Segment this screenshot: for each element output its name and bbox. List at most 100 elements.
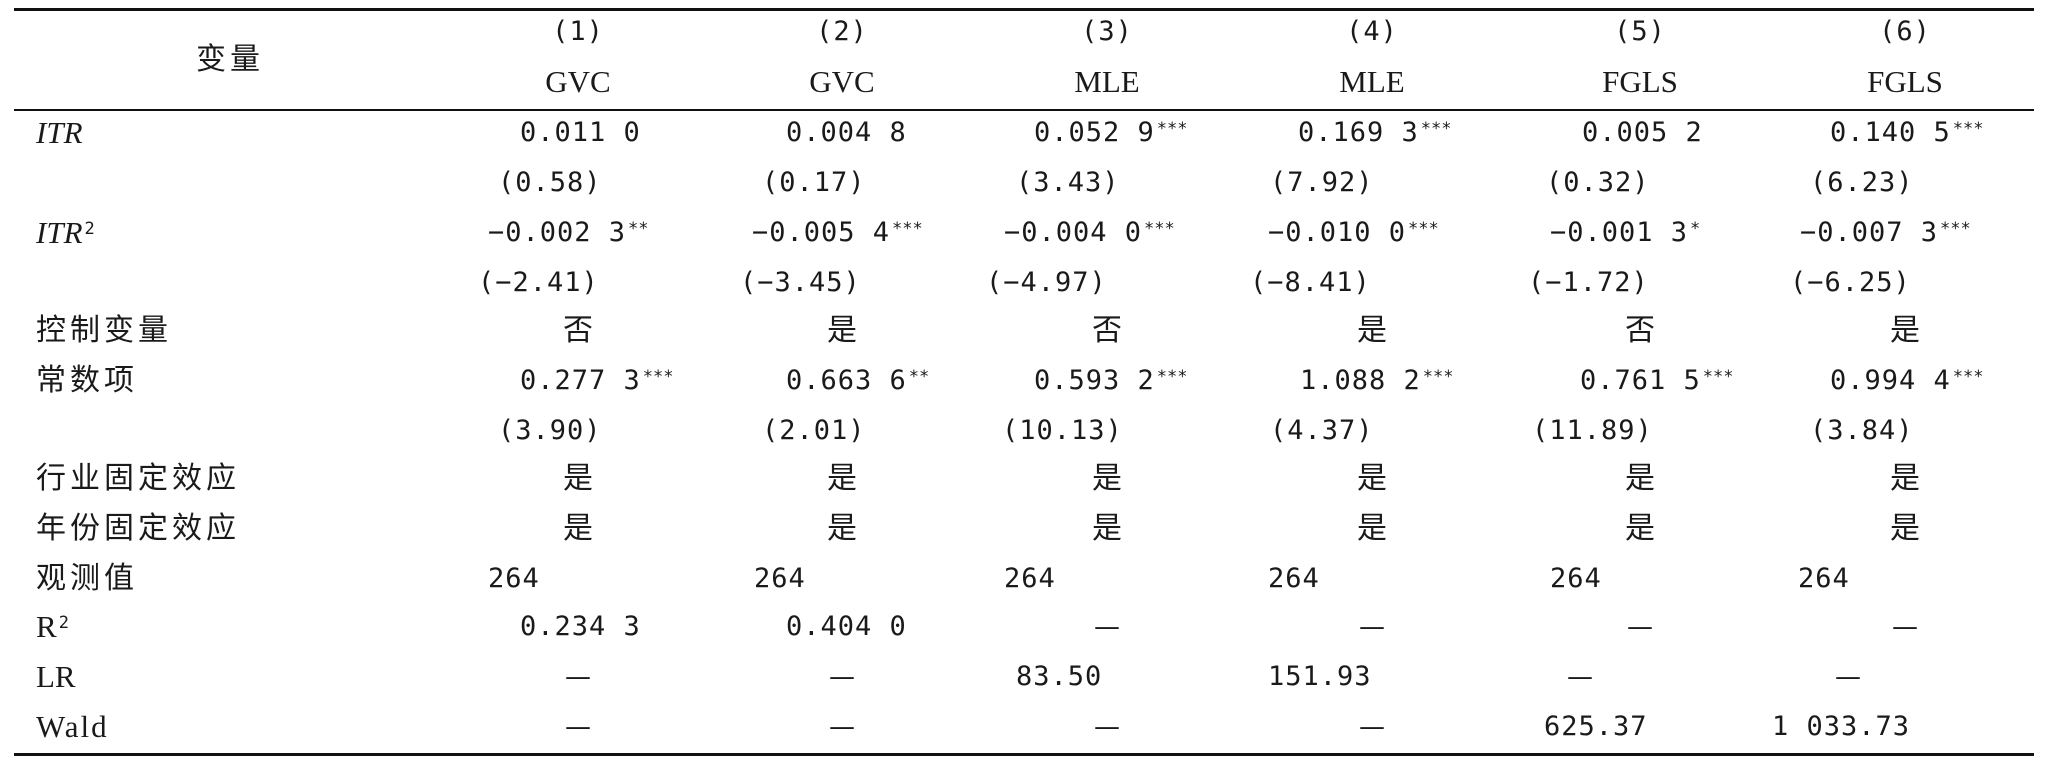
r2-3: — bbox=[1094, 612, 1120, 642]
r2-5: — bbox=[1627, 612, 1653, 642]
wald-6: 1 033.73 bbox=[1772, 711, 1911, 742]
constant-coef-4: 1.088 2 *** bbox=[1300, 365, 1454, 396]
constant-t-6: (3.84) bbox=[1810, 415, 1914, 446]
itr-t-4: (7.92) bbox=[1270, 167, 1374, 198]
obs-5: 264 bbox=[1550, 563, 1602, 594]
lr-2: — bbox=[829, 662, 855, 692]
obs-1: 264 bbox=[488, 563, 540, 594]
r2-4: — bbox=[1359, 612, 1385, 642]
constant-t-3: (10.13) bbox=[1002, 415, 1123, 446]
constant-coef-3: 0.593 2 *** bbox=[1034, 365, 1188, 396]
itr-coef-4: 0.169 3 *** bbox=[1298, 117, 1452, 148]
year-fe-3: 是 bbox=[1092, 511, 1122, 546]
itr2-t-4: (−8.41) bbox=[1250, 267, 1371, 298]
itr-t-2: (0.17) bbox=[762, 167, 866, 198]
col-1-method: GVC bbox=[545, 64, 611, 99]
itr2-t-1: (−2.41) bbox=[478, 267, 599, 298]
col-3-method: MLE bbox=[1074, 64, 1140, 99]
col-5-number: (5) bbox=[1614, 16, 1666, 47]
row-label-year-fe: 年份固定效应 bbox=[36, 511, 240, 546]
lr-1: — bbox=[565, 662, 591, 692]
row-label-wald: Wald bbox=[36, 709, 109, 744]
itr-coef-6: 0.140 5 *** bbox=[1830, 117, 1984, 148]
r2-2: 0.404 0 bbox=[786, 611, 907, 642]
controls-5: 否 bbox=[1625, 313, 1655, 348]
variable-header: 变量 bbox=[196, 42, 264, 77]
year-fe-5: 是 bbox=[1625, 511, 1655, 546]
top-rule bbox=[14, 8, 2034, 11]
col-2-number: (2) bbox=[816, 16, 868, 47]
lr-3: 83.50 bbox=[1016, 661, 1103, 692]
col-4-number: (4) bbox=[1346, 16, 1398, 47]
row-label-lr: LR bbox=[36, 659, 76, 694]
col-6-method: FGLS bbox=[1867, 64, 1943, 99]
header-rule bbox=[14, 109, 2034, 111]
itr2-coef-4: −0.010 0 *** bbox=[1268, 217, 1439, 248]
itr-t-3: (3.43) bbox=[1016, 167, 1120, 198]
itr2-t-2: (−3.45) bbox=[740, 267, 861, 298]
industry-fe-5: 是 bbox=[1625, 461, 1655, 496]
itr-coef-2: 0.004 8 bbox=[786, 117, 907, 148]
wald-1: — bbox=[565, 712, 591, 742]
constant-coef-2: 0.663 6 ** bbox=[786, 365, 930, 396]
constant-t-4: (4.37) bbox=[1270, 415, 1374, 446]
lr-5: — bbox=[1567, 662, 1593, 692]
year-fe-2: 是 bbox=[827, 511, 857, 546]
col-2-method: GVC bbox=[809, 64, 875, 99]
itr-t-1: (0.58) bbox=[498, 167, 602, 198]
wald-3: — bbox=[1094, 712, 1120, 742]
r2-1: 0.234 3 bbox=[520, 611, 641, 642]
obs-2: 264 bbox=[754, 563, 806, 594]
itr2-coef-6: −0.007 3 *** bbox=[1800, 217, 1971, 248]
year-fe-6: 是 bbox=[1890, 511, 1920, 546]
year-fe-1: 是 bbox=[563, 511, 593, 546]
col-3-number: (3) bbox=[1081, 16, 1133, 47]
col-5-method: FGLS bbox=[1602, 64, 1678, 99]
lr-4: 151.93 bbox=[1268, 661, 1372, 692]
constant-coef-5: 0.761 5 *** bbox=[1580, 365, 1734, 396]
col-1-number: (1) bbox=[552, 16, 604, 47]
lr-6: — bbox=[1835, 662, 1861, 692]
row-label-itr-squared: ITR 2 bbox=[36, 215, 95, 250]
itr-coef-3: 0.052 9 *** bbox=[1034, 117, 1188, 148]
obs-3: 264 bbox=[1004, 563, 1056, 594]
bottom-rule bbox=[14, 753, 2034, 756]
controls-4: 是 bbox=[1357, 313, 1387, 348]
constant-coef-6: 0.994 4 *** bbox=[1830, 365, 1984, 396]
itr-coef-5: 0.005 2 bbox=[1582, 117, 1703, 148]
itr2-coef-3: −0.004 0 *** bbox=[1004, 217, 1175, 248]
wald-5: 625.37 bbox=[1544, 711, 1648, 742]
row-label-industry-fe: 行业固定效应 bbox=[36, 461, 240, 496]
itr2-coef-2: −0.005 4 *** bbox=[752, 217, 923, 248]
industry-fe-2: 是 bbox=[827, 461, 857, 496]
constant-coef-1: 0.277 3 *** bbox=[520, 365, 674, 396]
r2-6: — bbox=[1892, 612, 1918, 642]
year-fe-4: 是 bbox=[1357, 511, 1387, 546]
controls-3: 否 bbox=[1092, 313, 1122, 348]
col-4-method: MLE bbox=[1339, 64, 1405, 99]
constant-t-2: (2.01) bbox=[762, 415, 866, 446]
obs-4: 264 bbox=[1268, 563, 1320, 594]
constant-t-5: (11.89) bbox=[1532, 415, 1653, 446]
row-label-itr: ITR bbox=[36, 115, 83, 150]
itr-coef-1: 0.011 0 bbox=[520, 117, 641, 148]
obs-6: 264 bbox=[1798, 563, 1850, 594]
row-label-constant: 常数项 bbox=[36, 363, 138, 398]
itr-t-6: (6.23) bbox=[1810, 167, 1914, 198]
industry-fe-1: 是 bbox=[563, 461, 593, 496]
itr2-coef-5: −0.001 3 * bbox=[1550, 217, 1701, 248]
industry-fe-6: 是 bbox=[1890, 461, 1920, 496]
row-label-observations: 观测值 bbox=[36, 561, 138, 596]
itr2-t-3: (−4.97) bbox=[986, 267, 1107, 298]
itr2-t-6: (−6.25) bbox=[1790, 267, 1911, 298]
itr2-t-5: (−1.72) bbox=[1528, 267, 1649, 298]
constant-t-1: (3.90) bbox=[498, 415, 602, 446]
col-6-number: (6) bbox=[1879, 16, 1931, 47]
industry-fe-4: 是 bbox=[1357, 461, 1387, 496]
controls-6: 是 bbox=[1890, 313, 1920, 348]
industry-fe-3: 是 bbox=[1092, 461, 1122, 496]
itr2-coef-1: −0.002 3 ** bbox=[488, 217, 649, 248]
row-label-controls: 控制变量 bbox=[36, 313, 172, 348]
wald-2: — bbox=[829, 712, 855, 742]
